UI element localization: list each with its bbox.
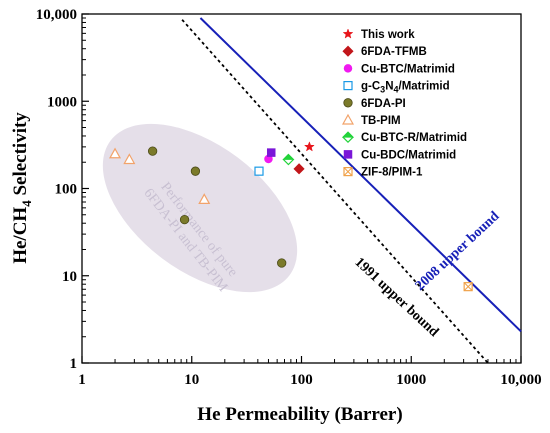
axis-ticks: 1 10 100 1000 10,000 1 10 100 1000 10,000: [36, 7, 542, 388]
y-axis-title-rest: Selectivity: [10, 112, 31, 201]
legend-label-5: TB-PIM: [361, 115, 401, 127]
legend-label-3: g-C3N4/Matrimid: [361, 81, 450, 95]
x-tick-label: 1: [78, 372, 86, 388]
data-point-series-4: [147, 146, 158, 156]
legend-marker-8-cross-b: [343, 167, 353, 176]
data-point-series-7: [266, 148, 276, 157]
legend-label-part: /Matrimid: [399, 81, 450, 93]
legend-marker-7: [343, 150, 353, 159]
data-point-series-4: [179, 214, 190, 225]
y-tick-label: 1000: [47, 94, 77, 110]
legend: This work 6FDA-TFMB Cu-BTC/Matrimid g-C3N4/…: [341, 28, 467, 179]
y-tick-label: 1: [70, 356, 78, 372]
y-tick-label: 100: [55, 182, 78, 198]
data-point-series-3: [254, 166, 264, 176]
legend-marker-8: [343, 167, 353, 177]
data-point-series-1: [293, 163, 305, 175]
data-point-series-0: [303, 141, 315, 152]
data-point-series-5: [123, 153, 136, 165]
legend-marker-0: [342, 28, 354, 39]
y-tick-label: 10,000: [36, 7, 77, 23]
legend-marker-3: [343, 80, 353, 91]
x-axis-title: He Permeability (Barrer): [197, 404, 402, 425]
x-tick-label: 10: [184, 372, 199, 388]
region-group: Performance of pure6FDA-PI and TB-PIM: [102, 123, 298, 295]
bound-2008-line: [199, 17, 522, 333]
bound-1991-line: [181, 19, 489, 364]
x-tick-label: 10,000: [500, 372, 541, 388]
legend-label-8: ZIF-8/PIM-1: [361, 167, 423, 179]
data-point-series-6-fill: [282, 153, 295, 160]
legend-label-part: 3: [380, 85, 385, 95]
legend-label-6: Cu-BTC-R/Matrimid: [361, 132, 467, 144]
legend-label-2: Cu-BTC/Matrimid: [361, 63, 455, 75]
x-tick-label: 1000: [396, 372, 426, 388]
data-point-series-8: [463, 282, 473, 292]
legend-label-4: 6FDA-PI: [361, 98, 406, 110]
x-tick-label: 100: [290, 372, 313, 388]
legend-label-1: 6FDA-TFMB: [361, 46, 427, 58]
legend-marker-6-fill: [342, 131, 354, 138]
legend-label-part: g-C: [361, 81, 380, 93]
legend-marker-2: [343, 64, 353, 73]
region-ellipse: [102, 123, 298, 293]
y-axis-title-sub: 4: [19, 200, 34, 207]
y-axis-title-main: He/CH: [10, 207, 31, 264]
bound-2008-label: 2008 upper bound: [413, 209, 503, 294]
legend-marker-1: [342, 45, 354, 57]
legend-label-0: This work: [361, 29, 415, 41]
data-point-series-5: [109, 147, 122, 159]
y-axis-title: He/CH4 Selectivity: [10, 112, 34, 264]
y-tick-label: 10: [62, 269, 77, 285]
data-points: [109, 141, 473, 292]
legend-marker-5: [341, 113, 355, 125]
data-point-series-6: [282, 153, 295, 166]
legend-marker-4: [343, 98, 353, 108]
data-point-series-5: [198, 193, 211, 205]
legend-label-part: 4: [394, 85, 399, 95]
data-point-series-8-cross-b: [463, 282, 473, 292]
legend-label-part: N: [385, 81, 393, 93]
legend-marker-6: [342, 131, 354, 144]
data-point-series-4: [190, 166, 201, 176]
data-point-series-2: [264, 154, 273, 164]
data-point-series-4: [277, 258, 287, 268]
legend-label-7: Cu-BDC/Matrimid: [361, 149, 456, 161]
